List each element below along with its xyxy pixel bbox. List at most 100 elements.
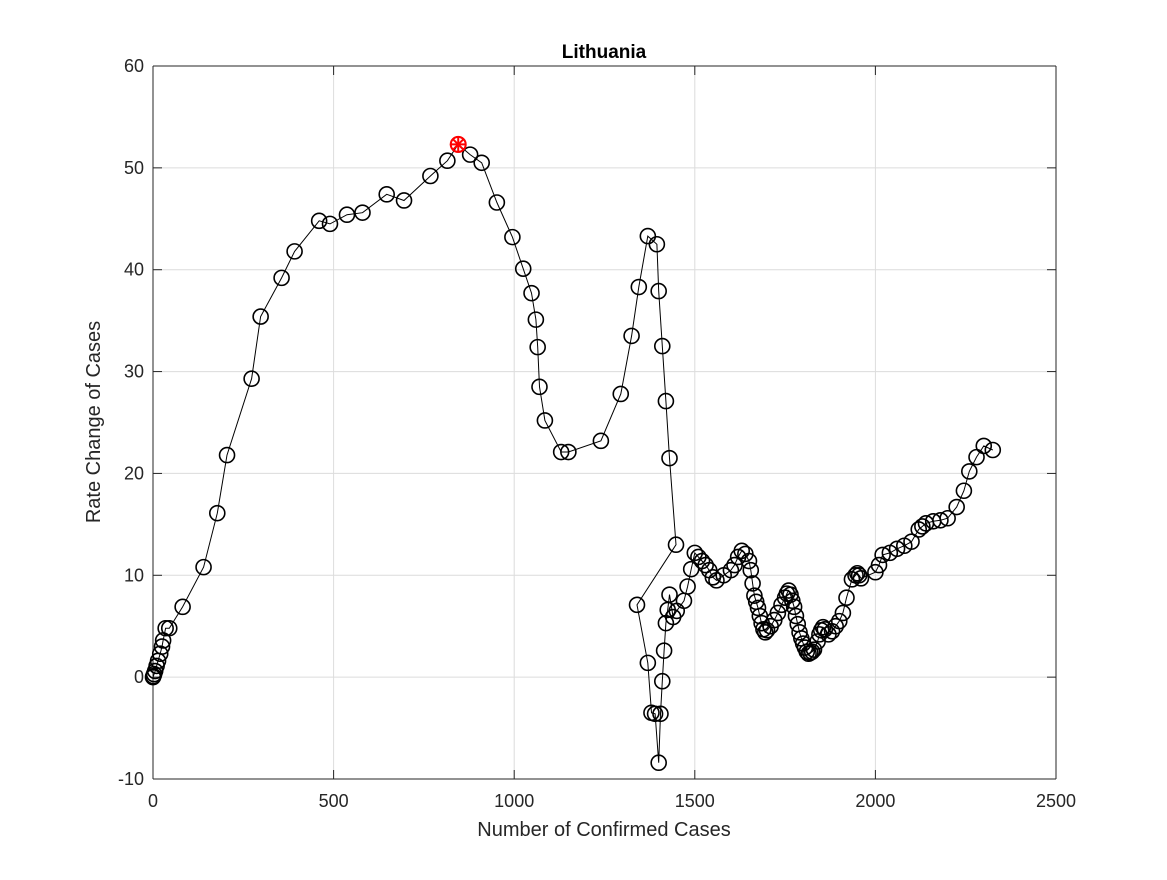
data-point [975,437,993,455]
data-point [560,443,577,461]
data-point [850,566,868,584]
data-point [473,154,490,172]
x-tick-label: 1500 [675,791,715,811]
data-point [208,504,226,522]
data-point [630,278,648,296]
chart-title: Lithuania [562,42,647,63]
data-point [784,592,801,610]
data-point [932,511,949,529]
data-point [955,482,973,500]
data-point [655,642,673,659]
data-point [722,561,740,579]
data-point [661,586,678,603]
data-point [160,619,178,637]
data-point [623,327,640,345]
data-point [679,578,696,595]
data-point [531,378,548,396]
data-point [523,284,540,302]
y-tick-label: 10 [124,565,144,585]
y-tick-label: 40 [124,260,144,280]
data-point [273,269,290,287]
x-tick-label: 2000 [855,791,895,811]
data-point [422,167,439,185]
data-point [243,370,260,388]
data-point [697,556,714,574]
y-tick-label: 60 [124,56,144,76]
data-point [791,624,808,641]
data-point [746,587,763,604]
data-point [749,599,767,617]
data-point [787,607,805,625]
data-point [648,235,666,253]
data-point [395,192,413,209]
data-point [529,338,546,356]
data-point [816,620,834,638]
data-point [252,308,269,325]
data-point [849,564,866,582]
x-axis-title: Number of Confirmed Cases [477,819,730,841]
data-point [939,509,956,527]
peak-marker [449,135,467,153]
series-line [152,143,994,763]
x-tick-label: 500 [319,791,349,811]
data-point [536,412,554,429]
x-tick-label: 0 [148,791,158,811]
data-point [870,556,888,574]
data-point [803,643,821,660]
data-point [321,215,339,233]
data-point [653,672,671,690]
data-point [157,619,174,637]
data-point [852,570,870,587]
data-point [439,152,456,170]
data-point [657,392,675,410]
data-point [628,596,646,614]
data-point [218,446,236,464]
x-tick-label: 2500 [1036,791,1076,811]
data-point [756,624,774,641]
data-point [552,443,570,461]
data-point [488,194,506,211]
data-point [646,705,664,723]
data-point [527,311,545,328]
data-point [769,604,787,622]
data-point [744,575,761,592]
y-tick-label: 20 [124,463,144,483]
data-point [903,533,920,550]
highlight [449,135,467,153]
data-point [661,449,678,467]
y-tick-label: 0 [134,667,144,687]
data-point [914,518,931,535]
data-point [174,598,191,616]
y-tick-label: 30 [124,362,144,382]
data-point [195,558,212,576]
data-point [827,617,844,635]
data-point [354,204,371,221]
x-tick-label: 1000 [494,791,534,811]
data-point [153,638,171,655]
data-point [704,569,722,586]
data-point [639,654,657,672]
data-point [461,146,479,163]
peak-star-stroke [451,138,465,151]
y-tick-label: 50 [124,158,144,178]
data-point [785,598,803,616]
data-point [592,432,610,450]
y-tick-label: -10 [118,769,144,789]
data-point [961,463,978,480]
data-point [612,385,630,403]
data-point [740,552,758,570]
data-point [310,212,328,230]
data-point [650,282,667,300]
data-point [742,561,760,579]
data-point [667,536,685,554]
data-point [874,546,891,564]
data-point [984,441,1002,459]
data-point [834,604,852,622]
data-point [652,705,669,723]
data-point [653,337,671,355]
data-point [504,228,521,246]
